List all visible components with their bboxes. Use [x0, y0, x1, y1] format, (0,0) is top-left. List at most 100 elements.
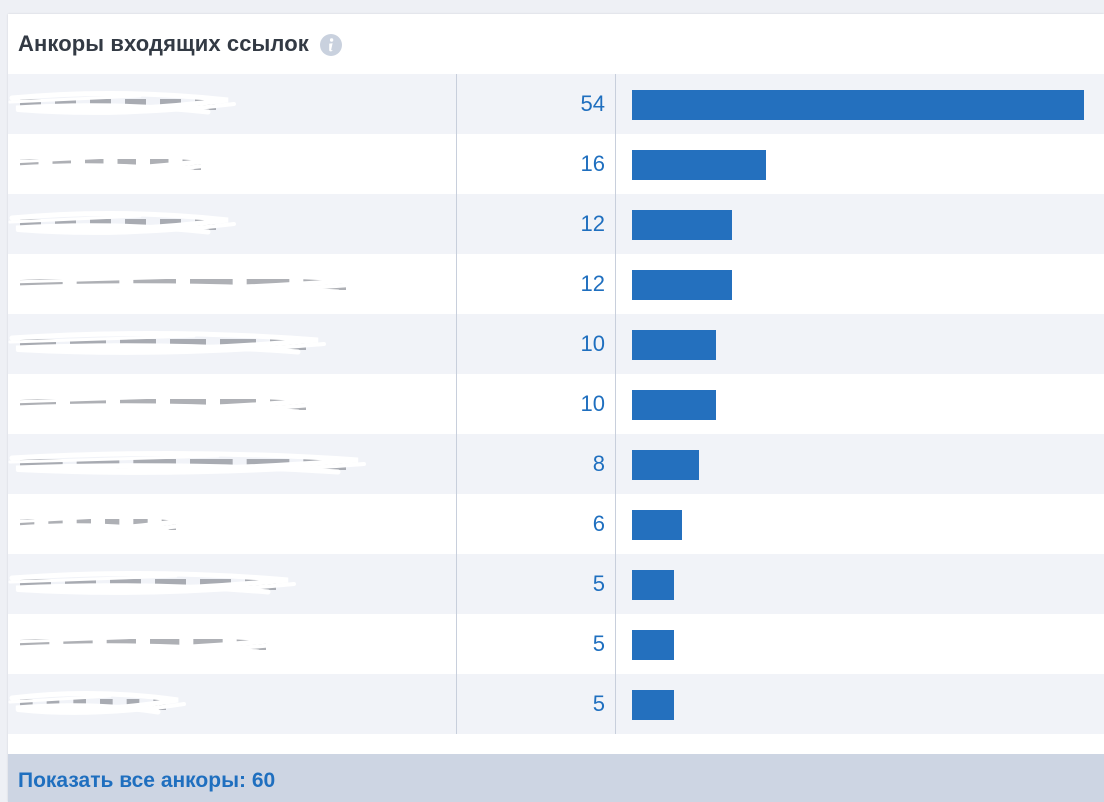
scribble-stroke: [8, 454, 220, 464]
count-cell: 5: [592, 631, 605, 656]
table-row: 8: [8, 434, 1104, 494]
table-row: 5: [8, 674, 1104, 734]
anchor-cell: [8, 134, 456, 194]
scribble-stroke: [16, 702, 186, 715]
table-row: 6: [8, 494, 1104, 554]
redacted-fragment: [20, 339, 56, 350]
scribble-stroke: [8, 514, 118, 524]
widget-title: Анкоры входящих ссылок: [18, 31, 309, 56]
anchor-cell: [8, 254, 456, 314]
bar-cell: [616, 374, 1104, 434]
scribble-stroke: [9, 690, 179, 715]
redaction-scribble: [8, 330, 326, 355]
count-cell: 6: [592, 511, 605, 536]
scribble-stroke: [8, 694, 112, 704]
anchors-widget: Анкоры входящих ссылок 54 16 12 12 10 10 8 6 5 5 5…: [8, 14, 1104, 802]
table-row: 5: [8, 614, 1104, 674]
scribble-stroke: [9, 390, 319, 415]
bar-cell: [616, 194, 1104, 254]
anchor-cell: [8, 554, 456, 614]
column-divider: [456, 74, 457, 734]
scribble-stroke: [8, 394, 196, 404]
redaction-scribble: [8, 630, 286, 655]
scribble-stroke: [8, 274, 220, 284]
redaction-scribble: [8, 450, 366, 475]
bar-cell: [616, 494, 1104, 554]
scribble-stroke: [8, 214, 142, 224]
table-row: 12: [8, 254, 1104, 314]
scribble-stroke: [8, 154, 133, 164]
scribble-stroke: [9, 630, 279, 655]
scribble-stroke: [9, 270, 359, 295]
redaction-scribble: [8, 270, 366, 295]
scribble-stroke: [9, 150, 214, 175]
table-row: 10: [8, 374, 1104, 434]
scribble-stroke: [8, 334, 196, 344]
count-bar: [632, 690, 674, 720]
scribble-stroke: [8, 634, 172, 644]
count-bar: [632, 450, 699, 480]
table-row: 5: [8, 554, 1104, 614]
redaction-scribble: [8, 90, 236, 115]
scribble-stroke: [16, 282, 366, 295]
count-bar: [632, 210, 732, 240]
count-bar: [632, 330, 716, 360]
scribble-stroke: [9, 450, 359, 475]
redacted-fragment: [20, 459, 63, 470]
bar-cell: [616, 554, 1104, 614]
scribble-stroke: [9, 510, 189, 535]
anchor-cell: [8, 374, 456, 434]
widget-header: Анкоры входящих ссылок: [8, 14, 1104, 74]
count-cell: 12: [580, 211, 605, 236]
redacted-fragment: [20, 99, 41, 110]
widget-footer: Показать все анкоры: 60: [8, 754, 1104, 802]
anchor-cell: [8, 314, 456, 374]
redacted-fragment: [20, 639, 50, 650]
redaction-scribble: [8, 150, 221, 175]
anchor-cell: [8, 434, 456, 494]
count-cell: 16: [580, 151, 605, 176]
redaction-scribble: [8, 510, 196, 535]
anchor-cell: [8, 614, 456, 674]
count-bar: [632, 90, 1084, 120]
scribble-stroke: [16, 642, 286, 655]
bar-cell: [616, 74, 1104, 134]
column-divider: [615, 74, 616, 734]
scribble-stroke: [16, 522, 196, 535]
scribble-stroke: [9, 330, 319, 355]
redacted-fragment: [20, 159, 39, 170]
scribble-stroke: [9, 570, 289, 595]
info-icon[interactable]: [319, 33, 343, 57]
scribble-stroke: [16, 582, 296, 595]
count-cell: 10: [580, 331, 605, 356]
table-row: 54: [8, 74, 1104, 134]
count-bar: [632, 510, 682, 540]
count-cell: 12: [580, 271, 605, 296]
scribble-stroke: [16, 462, 366, 475]
bar-cell: [616, 254, 1104, 314]
redacted-fragment: [20, 399, 56, 410]
show-all-anchors-link[interactable]: Показать все анкоры: 60: [18, 769, 276, 792]
redacted-fragment: [20, 579, 51, 590]
scribble-stroke: [8, 94, 142, 104]
anchor-cell: [8, 74, 456, 134]
anchor-cell: [8, 194, 456, 254]
redacted-fragment: [20, 279, 63, 290]
count-cell: 5: [592, 691, 605, 716]
scribble-stroke: [16, 162, 221, 175]
bar-cell: [616, 434, 1104, 494]
table-row: 10: [8, 314, 1104, 374]
redaction-scribble: [8, 210, 236, 235]
count-bar: [632, 270, 732, 300]
count-cell: 8: [592, 451, 605, 476]
scribble-stroke: [16, 102, 236, 115]
count-bar: [632, 150, 766, 180]
bar-cell: [616, 614, 1104, 674]
count-bar: [632, 570, 674, 600]
bar-cell: [616, 134, 1104, 194]
count-cell: 5: [592, 571, 605, 596]
scribble-stroke: [9, 210, 229, 235]
bar-cell: [616, 674, 1104, 734]
anchor-cell: [8, 674, 456, 734]
redacted-fragment: [20, 219, 41, 230]
